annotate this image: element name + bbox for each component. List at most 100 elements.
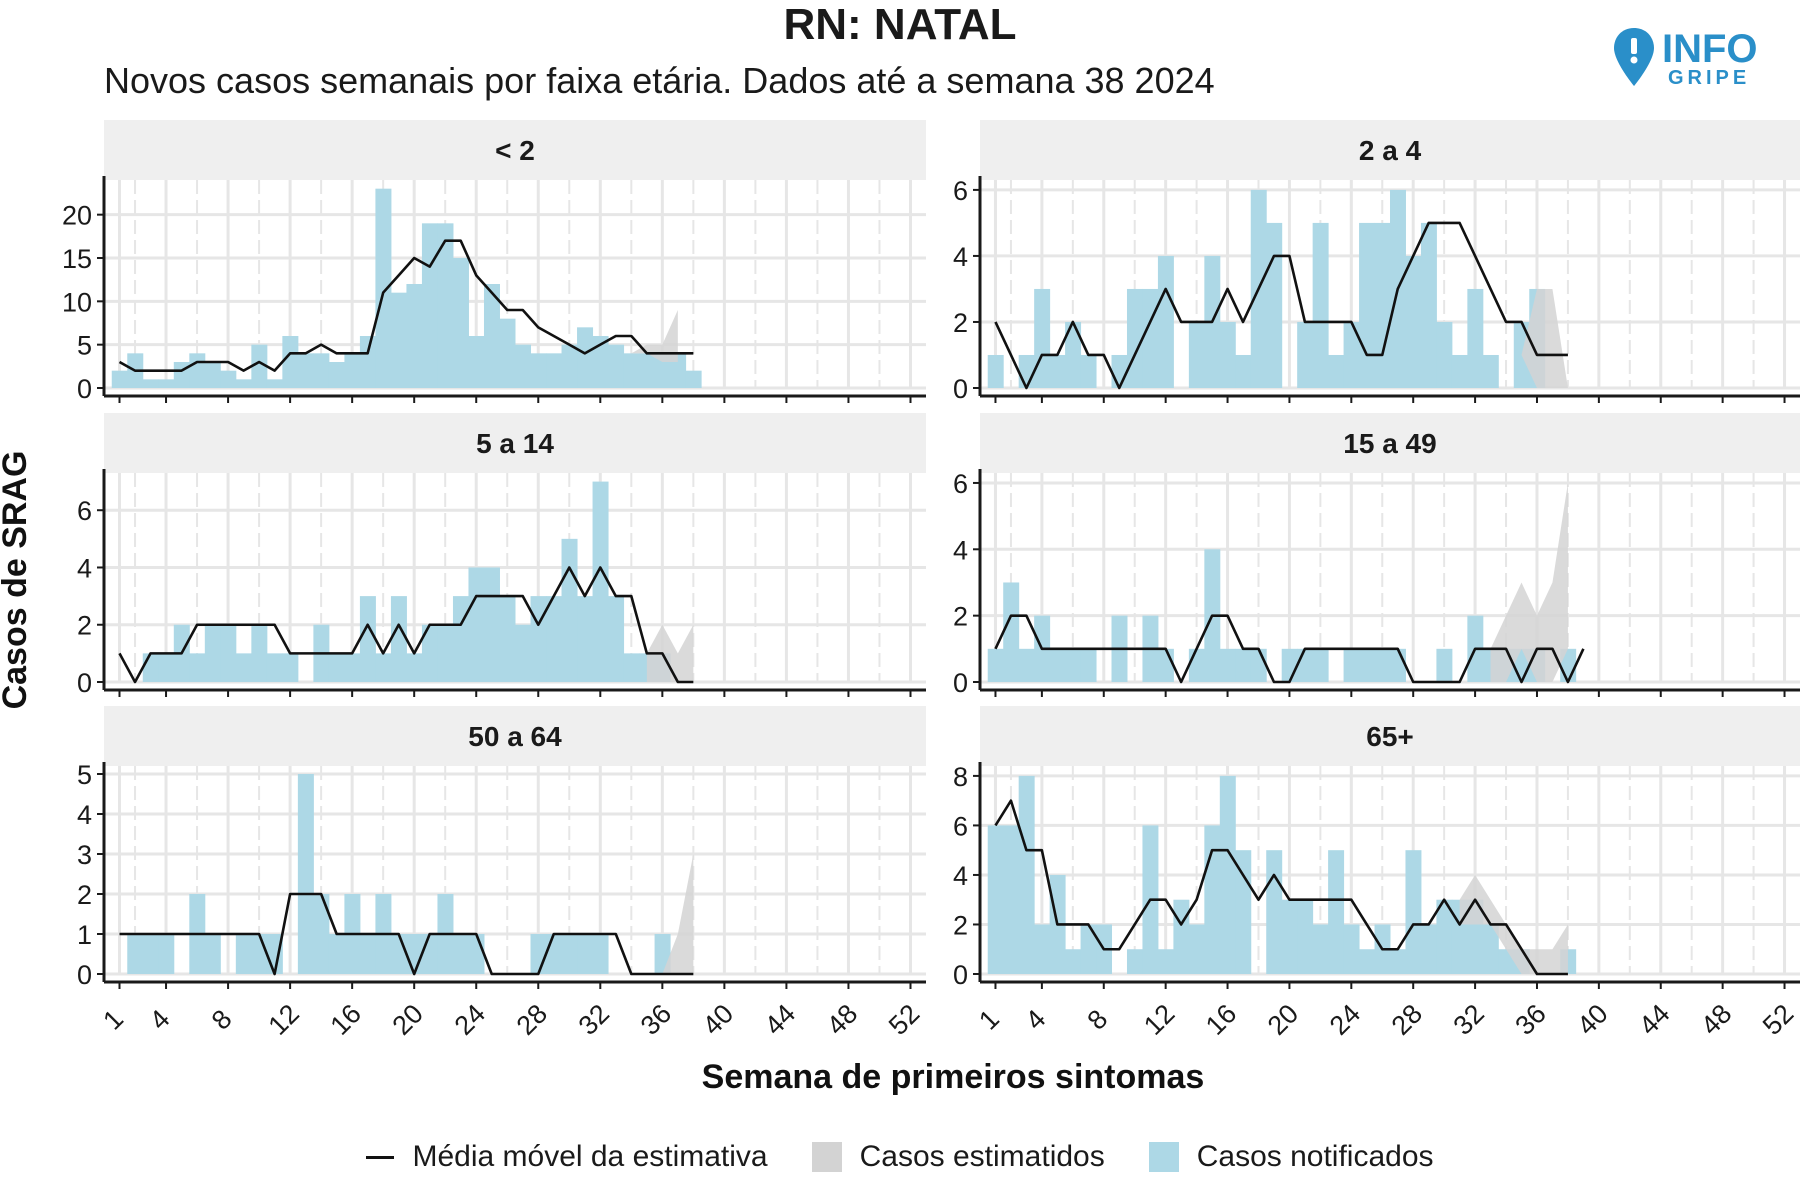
notified-bar	[390, 596, 407, 682]
x-tick-label: 12	[1138, 998, 1180, 1040]
estimate-band	[646, 624, 694, 682]
y-tick-label: 0	[77, 374, 92, 404]
notified-bar	[1235, 354, 1252, 388]
notified-bar	[142, 379, 159, 388]
notified-bar	[1420, 924, 1437, 974]
legend-item-estimated: Casos estimatidos	[811, 1140, 1105, 1174]
notified-bar	[421, 624, 438, 682]
y-tick-label: 8	[953, 762, 968, 792]
notified-bar	[1219, 775, 1236, 974]
x-tick-label: 28	[1386, 998, 1428, 1040]
x-tick-label: 12	[263, 998, 305, 1040]
notified-bar	[530, 353, 547, 388]
notified-bar	[1281, 648, 1298, 682]
notified-bar	[1003, 582, 1020, 682]
notified-bar	[987, 354, 1004, 388]
x-tick-label: 28	[511, 998, 553, 1040]
notified-bar	[1157, 648, 1174, 682]
notified-bar	[359, 596, 376, 682]
notified-bar	[1374, 222, 1391, 388]
notified-bar	[406, 653, 423, 682]
notified-bar	[1359, 648, 1376, 682]
notified-bar	[515, 344, 532, 388]
notified-bar	[1018, 775, 1035, 974]
notified-bar	[1405, 255, 1422, 388]
panel-3: 5 a 14 0 2 4 6	[77, 413, 926, 698]
notified-bar	[639, 353, 656, 388]
x-axis-title: Semana de primeiros sintomas	[702, 1058, 1205, 1096]
y-tick-label: 2	[953, 910, 968, 940]
notified-bar	[561, 934, 578, 974]
notified-bar	[189, 353, 206, 388]
legend: Média móvel da estimativa Casos estimati…	[0, 1140, 1800, 1174]
notified-bar	[1343, 321, 1360, 388]
notified-bar	[1343, 648, 1360, 682]
y-tick-label: 4	[953, 242, 968, 272]
x-tick-label: 1	[973, 1004, 1005, 1036]
notified-bar	[515, 624, 532, 682]
x-tick-label: 4	[1020, 1004, 1052, 1036]
notified-bar	[1390, 648, 1406, 682]
notified-bar	[546, 353, 563, 388]
infogripe-logo: INFO GRIPE	[1614, 27, 1758, 89]
svg-text:INFO: INFO	[1662, 27, 1758, 71]
y-axis-title: Casos de SRAG	[0, 451, 34, 710]
notified-bar	[1359, 949, 1376, 974]
notified-bar	[1049, 648, 1066, 682]
notified-bar	[608, 344, 625, 388]
notified-bar	[421, 934, 438, 974]
legend-item-moving-avg: Média móvel da estimativa	[366, 1140, 768, 1174]
notified-bar	[1266, 222, 1283, 388]
notified-bar	[204, 624, 221, 682]
y-tick-label: 4	[77, 553, 92, 583]
moving-average-line	[118, 566, 694, 684]
facet-strip	[104, 706, 926, 766]
notified-bar	[1343, 924, 1360, 974]
legend-line-swatch	[366, 1155, 395, 1159]
notified-bar	[390, 934, 407, 974]
y-tick-label: 5	[77, 760, 92, 790]
facet-label: 2 a 4	[1359, 135, 1422, 166]
x-tick-label: 36	[635, 998, 677, 1040]
facet-label: < 2	[495, 135, 535, 166]
x-tick-label: 16	[1200, 998, 1242, 1040]
notified-bar	[1111, 354, 1128, 388]
chart-title: RN: NATAL	[783, 0, 1017, 49]
notified-bar	[623, 353, 640, 388]
notified-bar	[1420, 222, 1437, 388]
x-tick-label: 48	[821, 998, 863, 1040]
notified-bar	[251, 934, 268, 974]
notified-bar	[987, 648, 1004, 682]
y-tick-label: 0	[953, 960, 968, 990]
facet-strip	[980, 706, 1800, 766]
notified-bar	[344, 653, 361, 682]
x-tick-label: 44	[1633, 998, 1675, 1040]
notified-bar	[1467, 288, 1484, 388]
notified-bar	[592, 481, 609, 682]
panel-2: 2 a 4 0 2 4 6	[953, 120, 1800, 404]
notified-bar	[1266, 850, 1283, 974]
notified-bar	[1250, 648, 1267, 682]
notified-bar	[1080, 354, 1097, 388]
x-tick-label: 44	[759, 998, 801, 1040]
legend-label-estimated: Casos estimatidos	[859, 1140, 1105, 1173]
notified-bar	[173, 362, 190, 388]
notified-bar	[561, 538, 578, 682]
y-tick-label: 6	[77, 496, 92, 526]
x-tick-label: 8	[1081, 1004, 1113, 1036]
notified-bar	[406, 284, 423, 388]
notified-bar	[251, 624, 268, 682]
notified-bar	[421, 223, 438, 388]
notified-bar	[1312, 648, 1329, 682]
legend-swatch-notified	[1148, 1142, 1179, 1172]
moving-average-line	[994, 614, 1585, 684]
notified-bar	[546, 596, 563, 682]
notified-bar	[1328, 354, 1345, 388]
notified-bar	[375, 188, 392, 388]
x-tick-label: 36	[1509, 998, 1551, 1040]
notified-bar	[468, 567, 485, 682]
notified-bar	[483, 567, 500, 682]
notified-bar	[142, 934, 159, 974]
y-tick-label: 0	[77, 668, 92, 698]
